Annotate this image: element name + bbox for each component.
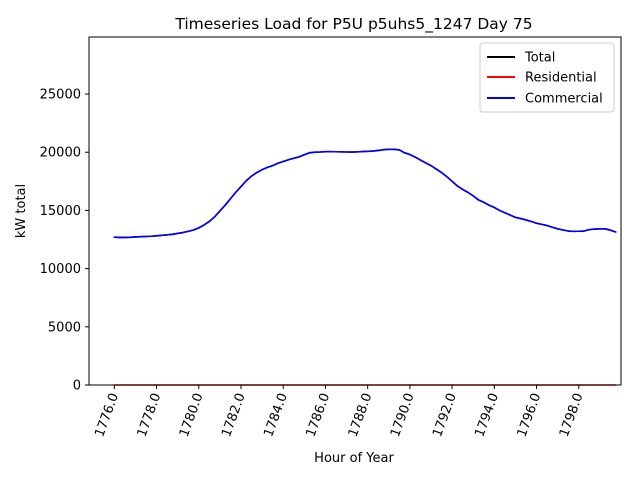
y-tick-label: 15000 bbox=[40, 204, 81, 219]
y-axis-label: kW total bbox=[14, 184, 29, 238]
y-tick-label: 20000 bbox=[40, 146, 81, 161]
y-tick-label: 10000 bbox=[40, 262, 81, 277]
y-axis: 0 5000 10000 15000 20000 25000 bbox=[40, 88, 89, 394]
y-tick-label: 25000 bbox=[40, 88, 81, 103]
y-tick-label: 5000 bbox=[48, 320, 81, 335]
legend-box bbox=[479, 42, 615, 113]
legend: Total Residential Commercial bbox=[479, 42, 615, 113]
x-axis-label: Hour of Year bbox=[314, 451, 394, 466]
legend-label-residential: Residential bbox=[525, 71, 597, 86]
plot-frame bbox=[88, 36, 622, 386]
series-line-commercial bbox=[113, 148, 617, 239]
legend-label-commercial: Commercial bbox=[525, 92, 603, 107]
chart-title: Timeseries Load for P5U p5uhs5_1247 Day … bbox=[174, 15, 532, 34]
y-tick-label: 0 bbox=[73, 379, 81, 394]
legend-label-total: Total bbox=[524, 51, 555, 66]
